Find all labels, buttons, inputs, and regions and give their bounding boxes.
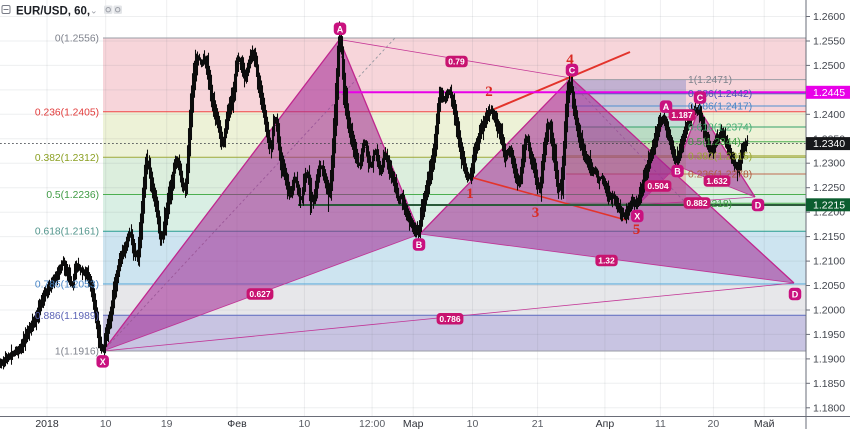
svg-text:Май: Май [754, 418, 775, 429]
svg-text:10: 10 [100, 418, 112, 429]
svg-text:X: X [634, 212, 640, 222]
svg-text:1.2000: 1.2000 [813, 305, 845, 317]
svg-text:1.1900: 1.1900 [813, 353, 845, 365]
svg-text:1.2600: 1.2600 [813, 11, 845, 23]
svg-text:0.382(1.2315): 0.382(1.2315) [688, 151, 752, 162]
svg-text:1.2250: 1.2250 [813, 182, 845, 194]
svg-text:0.627: 0.627 [249, 289, 271, 299]
svg-text:Апр: Апр [596, 418, 615, 429]
svg-text:1.2215: 1.2215 [813, 199, 845, 211]
svg-text:C: C [697, 93, 704, 103]
svg-text:0.886(1.1989): 0.886(1.1989) [35, 311, 99, 322]
svg-text:1.2550: 1.2550 [813, 36, 845, 48]
svg-text:0.5(1.2344): 0.5(1.2344) [688, 137, 741, 148]
svg-text:1.2400: 1.2400 [813, 109, 845, 121]
svg-text:10: 10 [467, 418, 479, 429]
svg-text:1.2050: 1.2050 [813, 280, 845, 292]
svg-text:1.632: 1.632 [706, 176, 728, 186]
svg-text:EUR/USD, 60,: EUR/USD, 60, [16, 6, 90, 18]
svg-text:0.786: 0.786 [439, 314, 461, 324]
svg-text:A: A [663, 102, 670, 112]
svg-text:1.2340: 1.2340 [813, 138, 845, 150]
svg-text:B: B [674, 167, 681, 177]
svg-text:0.504: 0.504 [647, 181, 669, 191]
svg-text:0.882: 0.882 [686, 198, 708, 208]
svg-text:0.886(1.2442): 0.886(1.2442) [688, 89, 752, 100]
svg-text:1.2500: 1.2500 [813, 60, 845, 72]
svg-text:0.618(1.2161): 0.618(1.2161) [35, 227, 99, 238]
svg-text:0.786(1.2417): 0.786(1.2417) [688, 102, 752, 113]
svg-text:1.32: 1.32 [598, 256, 615, 266]
svg-text:2018: 2018 [35, 418, 59, 429]
svg-text:1.1950: 1.1950 [813, 329, 845, 341]
svg-text:C: C [569, 66, 576, 76]
svg-text:Мар: Мар [403, 418, 424, 429]
svg-text:0.236(1.2405): 0.236(1.2405) [35, 107, 99, 118]
svg-text:1.2100: 1.2100 [813, 256, 845, 268]
svg-text:0.786(1.2053): 0.786(1.2053) [35, 280, 99, 291]
svg-text:11: 11 [655, 418, 666, 429]
svg-text:10: 10 [299, 418, 311, 429]
svg-text:Фев: Фев [227, 418, 247, 429]
svg-text:1(1.2471): 1(1.2471) [688, 75, 732, 86]
svg-text:19: 19 [161, 418, 173, 429]
svg-text:0.79: 0.79 [448, 57, 465, 67]
svg-text:D: D [755, 201, 762, 211]
svg-text:1.2300: 1.2300 [813, 158, 845, 170]
svg-text:3: 3 [532, 205, 540, 221]
svg-text:0.5(1.2236): 0.5(1.2236) [46, 190, 99, 201]
svg-text:X: X [100, 357, 106, 367]
svg-text:1.187: 1.187 [671, 110, 693, 120]
svg-text:⌄: ⌄ [90, 6, 98, 16]
svg-text:21: 21 [532, 418, 544, 429]
svg-text:4: 4 [566, 52, 574, 68]
svg-text:1.1850: 1.1850 [813, 378, 845, 390]
svg-text:0.236(1.2278): 0.236(1.2278) [688, 170, 752, 181]
svg-text:1(1.1916): 1(1.1916) [55, 347, 99, 358]
svg-text:20: 20 [708, 418, 720, 429]
svg-text:0.618(1.2374): 0.618(1.2374) [688, 123, 752, 134]
svg-text:1.2150: 1.2150 [813, 231, 845, 243]
svg-text:0(1.2556): 0(1.2556) [55, 34, 99, 45]
svg-text:5: 5 [633, 222, 641, 238]
svg-text:12:00: 12:00 [359, 418, 385, 429]
svg-text:1.2445: 1.2445 [813, 87, 845, 99]
svg-text:1.1800: 1.1800 [813, 402, 845, 414]
svg-text:A: A [337, 24, 344, 34]
svg-text:0.382(1.2312): 0.382(1.2312) [35, 153, 99, 164]
svg-text:1: 1 [466, 186, 474, 202]
svg-text:D: D [792, 290, 799, 300]
svg-text:B: B [416, 240, 423, 250]
